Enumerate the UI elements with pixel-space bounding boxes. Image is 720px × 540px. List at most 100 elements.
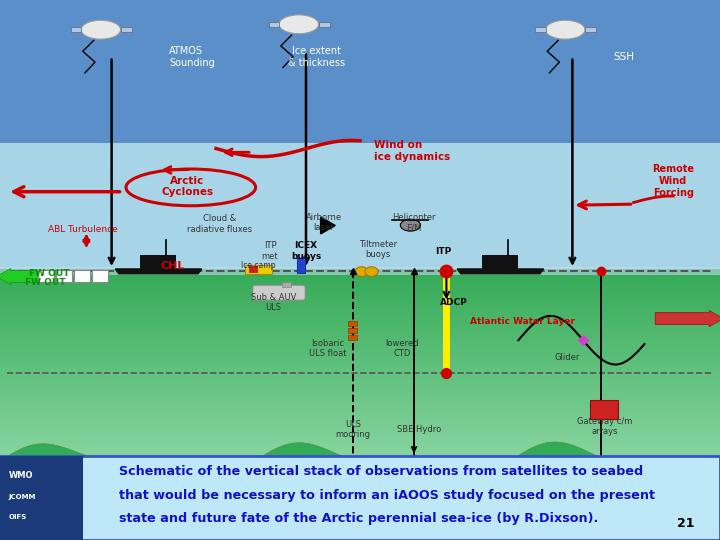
Bar — [0, 413, 720, 416]
Bar — [0, 421, 720, 423]
Bar — [0, 361, 720, 363]
Bar — [0, 435, 720, 438]
Bar — [0, 384, 720, 387]
Bar — [0, 428, 720, 430]
Bar — [482, 255, 518, 269]
Bar — [71, 27, 81, 32]
Bar — [245, 265, 272, 274]
Bar — [0, 303, 720, 306]
Bar — [0, 406, 720, 409]
Bar — [56, 270, 72, 282]
Text: Helicopter
E/M: Helicopter E/M — [392, 213, 436, 232]
Text: ITP
met: ITP met — [261, 241, 279, 261]
Circle shape — [355, 267, 368, 276]
Bar — [0, 392, 720, 395]
Bar — [0, 401, 720, 404]
Bar — [0, 408, 720, 411]
Bar — [0, 281, 720, 285]
Bar — [535, 27, 546, 32]
Bar — [0, 411, 720, 414]
Bar — [319, 22, 330, 27]
Ellipse shape — [400, 219, 420, 231]
Bar — [0, 298, 720, 301]
Text: Atlantic Water Layer: Atlantic Water Layer — [469, 317, 575, 326]
Bar — [0, 329, 720, 332]
Bar — [0, 456, 83, 540]
Bar — [0, 341, 720, 345]
Text: OIFS: OIFS — [9, 515, 27, 521]
Bar — [92, 270, 108, 282]
Bar — [0, 306, 720, 308]
Bar — [0, 291, 720, 294]
Bar — [0, 346, 720, 349]
Bar — [0, 442, 720, 445]
Bar — [0, 440, 720, 443]
Text: BPG mooring: BPG mooring — [574, 471, 629, 480]
Bar — [0, 389, 720, 392]
Text: ULS
mooring: ULS mooring — [336, 420, 370, 439]
Bar — [38, 270, 54, 282]
Bar — [0, 449, 720, 452]
Text: Glider: Glider — [554, 353, 580, 362]
Bar — [0, 332, 720, 335]
Bar — [0, 454, 720, 457]
Bar — [0, 447, 720, 450]
Text: Cloud &
radiative fluxes: Cloud & radiative fluxes — [187, 214, 252, 234]
Bar — [0, 404, 720, 407]
Bar — [0, 423, 720, 426]
Text: JCOMM: JCOMM — [9, 495, 36, 501]
Bar — [0, 293, 720, 296]
Bar — [0, 418, 720, 421]
Text: state and future fate of the Arctic perennial sea-ice (by R.Dixson).: state and future fate of the Arctic pere… — [119, 512, 598, 525]
Bar — [0, 0, 720, 143]
Text: Airborne
laser: Airborne laser — [306, 213, 342, 232]
Bar — [249, 266, 258, 273]
Bar — [0, 143, 720, 270]
Bar — [0, 325, 720, 327]
Text: FW OUT: FW OUT — [29, 269, 69, 278]
FancyBboxPatch shape — [0, 456, 720, 540]
Bar — [269, 22, 279, 27]
Polygon shape — [115, 269, 202, 274]
Bar — [0, 387, 720, 390]
Bar — [297, 258, 305, 273]
Bar — [0, 444, 720, 447]
Bar — [0, 279, 720, 282]
Ellipse shape — [279, 15, 319, 34]
Bar — [0, 274, 720, 277]
Bar — [0, 437, 720, 440]
Bar — [0, 459, 720, 462]
Text: SBE Hydro: SBE Hydro — [397, 425, 441, 434]
FancyArrow shape — [655, 310, 720, 327]
Text: Schematic of the vertical stack of observations from satellites to seabed: Schematic of the vertical stack of obser… — [119, 465, 643, 478]
Bar — [0, 310, 720, 313]
Text: SSH: SSH — [613, 52, 634, 62]
Text: CHL: CHL — [161, 261, 185, 271]
Bar — [0, 344, 720, 347]
Bar — [0, 416, 720, 418]
Bar — [0, 396, 720, 400]
Text: ADCP: ADCP — [440, 298, 467, 307]
Bar — [0, 382, 720, 385]
Bar — [0, 456, 720, 460]
Bar — [0, 353, 720, 356]
Text: Remote
Wind
Forcing: Remote Wind Forcing — [652, 164, 694, 198]
Bar — [0, 399, 720, 402]
Text: lowered
CTD: lowered CTD — [385, 339, 418, 358]
Bar — [0, 370, 720, 373]
Bar — [0, 373, 720, 375]
Bar — [0, 301, 720, 303]
Bar — [585, 27, 596, 32]
Bar — [0, 296, 720, 299]
Bar — [0, 320, 720, 323]
Bar — [590, 400, 618, 419]
Text: Isobaric
ULS float: Isobaric ULS float — [309, 339, 346, 358]
FancyBboxPatch shape — [253, 285, 305, 300]
Text: ATMOS
Sounding: ATMOS Sounding — [169, 46, 215, 68]
Ellipse shape — [546, 20, 585, 39]
Bar — [0, 425, 720, 428]
Bar — [348, 321, 357, 326]
Bar — [0, 365, 720, 368]
Bar — [0, 315, 720, 318]
Bar — [0, 308, 720, 310]
